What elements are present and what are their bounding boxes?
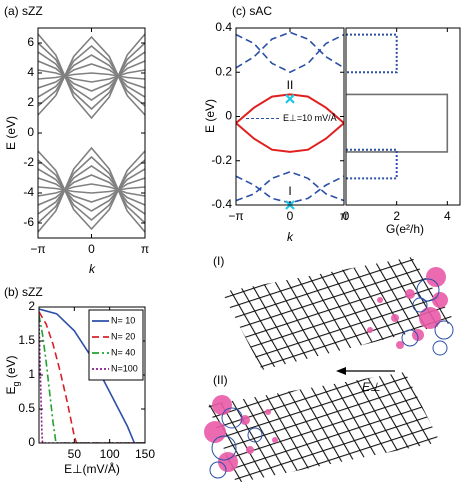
y-axis-label: Eg (eV) xyxy=(4,355,21,394)
series-line xyxy=(38,63,145,89)
x-axis-label: G(e²/h) xyxy=(386,222,424,236)
x-tick-label: 2 xyxy=(393,209,400,223)
series-line xyxy=(38,44,145,107)
marker-label: I xyxy=(288,184,291,198)
series-line xyxy=(39,315,145,443)
chart-title: (b) sZZ xyxy=(4,285,43,299)
marker xyxy=(285,94,295,104)
series-line xyxy=(346,93,449,153)
y-tick-label: -0.4 xyxy=(211,197,232,211)
y-tick-label: 0.2 xyxy=(215,64,232,78)
series-line xyxy=(38,155,145,224)
series-line xyxy=(38,33,145,120)
x-tick-label: π xyxy=(141,242,149,256)
series-line xyxy=(38,69,145,83)
series-line xyxy=(38,35,145,116)
charge-density-1 xyxy=(367,267,448,349)
y-tick-label: 2 xyxy=(27,95,34,109)
ribbon-1 xyxy=(222,257,455,370)
frame xyxy=(38,306,146,444)
series-line xyxy=(236,122,344,153)
y-tick-label: -0.2 xyxy=(211,153,232,167)
x-tick-label: 150 xyxy=(135,447,155,461)
arrow-head xyxy=(336,367,346,375)
series-line xyxy=(38,177,145,203)
y-label-sub: g xyxy=(11,381,21,386)
y-tick-label: 6 xyxy=(27,35,34,49)
charge-density-2 xyxy=(204,395,278,472)
series-line xyxy=(38,165,145,215)
x-tick-label: 0 xyxy=(88,242,95,256)
x-tick-label: 0 xyxy=(287,209,294,223)
marker-label: II xyxy=(287,78,294,92)
y-tick-label: -4 xyxy=(23,185,34,199)
series-line xyxy=(38,72,145,80)
y-tick-label: 0 xyxy=(225,109,232,123)
x-tick-label: −π xyxy=(228,209,243,223)
series-line xyxy=(38,54,145,98)
x-tick-label: 50 xyxy=(68,447,82,461)
y-label-main: E xyxy=(4,387,18,395)
y-tick-label: 0 xyxy=(28,435,35,449)
x-tick-label: 0 xyxy=(343,209,350,223)
x-tick-label: π xyxy=(340,209,348,223)
frame xyxy=(37,27,146,239)
series-line xyxy=(39,311,145,443)
series-line xyxy=(39,320,145,443)
series-line xyxy=(38,146,145,233)
y-label-unit: (eV) xyxy=(4,355,18,381)
ribbon-2 xyxy=(208,372,440,483)
series-line xyxy=(346,33,398,180)
x-tick-label: 4 xyxy=(444,209,451,223)
series-line xyxy=(38,186,145,194)
y-axis-label: E (eV) xyxy=(4,116,18,150)
y-tick-label: 1.5 xyxy=(18,333,35,347)
series-line xyxy=(38,51,145,101)
series-line xyxy=(38,42,145,111)
wavefunction-1 xyxy=(401,278,454,356)
x-axis-label: k xyxy=(89,262,96,276)
y-tick-label: 4 xyxy=(27,65,34,79)
series-line xyxy=(38,150,145,231)
series-line xyxy=(236,93,344,124)
y-tick-label: 0.5 xyxy=(18,401,35,415)
series-line xyxy=(38,159,145,222)
series-line xyxy=(38,183,145,197)
y-tick-label: 0.4 xyxy=(215,20,232,34)
y-tick-label: -2 xyxy=(23,155,34,169)
legend-label: N= 10 xyxy=(111,315,135,325)
series-line xyxy=(236,31,344,69)
diagram-label: (I) xyxy=(213,254,224,268)
legend-label: N= 20 xyxy=(111,331,135,341)
series-line xyxy=(236,170,344,202)
y-tick-label: 0 xyxy=(27,125,34,139)
x-axis-label: E⊥(mV/Å) xyxy=(64,461,120,476)
y-axis-label: E (eV) xyxy=(203,99,217,133)
wavefunction-2 xyxy=(209,407,263,479)
x-axis-label: k xyxy=(287,230,294,244)
frame xyxy=(345,27,461,206)
x-tick-label: 100 xyxy=(100,447,120,461)
diagram-label: (II) xyxy=(213,373,228,387)
legend-label: N= 40 xyxy=(111,347,135,357)
series-line xyxy=(38,60,145,92)
lattice-diagram: (I) (II) E⊥ xyxy=(204,254,455,483)
chart-title: (a) sZZ xyxy=(4,4,43,18)
y-tick-label: -6 xyxy=(23,215,34,229)
series-line xyxy=(236,33,344,74)
chart-title: (c) sAC xyxy=(232,4,272,18)
frame xyxy=(235,27,345,206)
series-line xyxy=(38,168,145,212)
y-tick-label: 2 xyxy=(28,299,35,313)
field-label: E⊥ xyxy=(362,380,380,394)
x-tick-label: −π xyxy=(30,242,45,256)
legend-label: N=100 xyxy=(111,363,138,373)
y-tick-label: 1 xyxy=(28,367,35,381)
plot xyxy=(346,33,449,180)
plot xyxy=(38,33,145,233)
annotation: E⊥=10 mV/Å xyxy=(283,113,337,123)
series-line xyxy=(38,174,145,206)
